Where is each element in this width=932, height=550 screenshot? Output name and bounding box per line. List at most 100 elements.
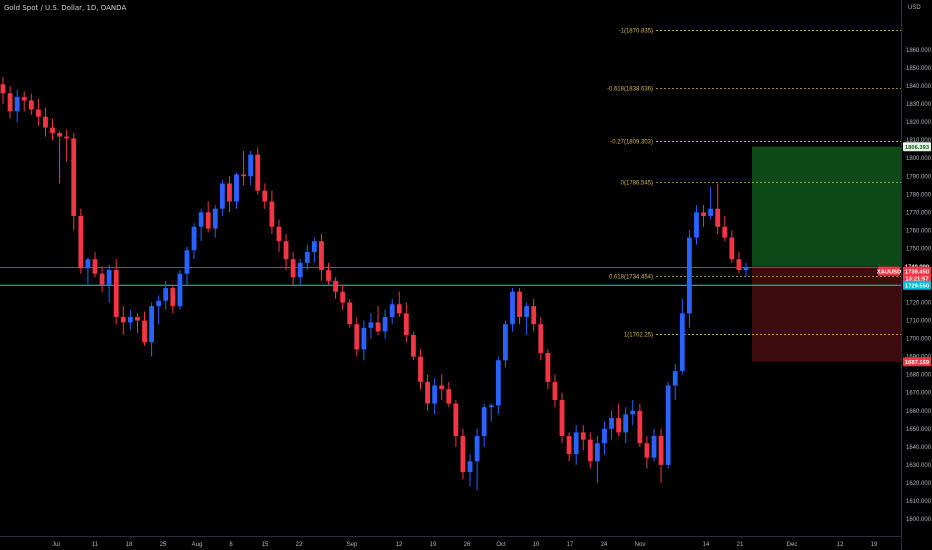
candle-body[interactable]	[64, 136, 70, 139]
candle-body[interactable]	[311, 241, 317, 253]
candle-body[interactable]	[616, 417, 622, 433]
position-profit-zone[interactable]	[752, 146, 901, 267]
candle-body[interactable]	[92, 259, 98, 274]
candle-body[interactable]	[580, 432, 586, 440]
candle-body[interactable]	[163, 288, 169, 301]
candle-body[interactable]	[156, 300, 162, 307]
candle-body[interactable]	[205, 212, 211, 229]
candle-body[interactable]	[21, 96, 27, 101]
candle-body[interactable]	[212, 208, 218, 229]
candle-body[interactable]	[460, 436, 466, 473]
candle-body[interactable]	[7, 93, 13, 112]
candle-body[interactable]	[255, 154, 261, 191]
candle-body[interactable]	[333, 280, 338, 292]
candle-body[interactable]	[531, 306, 537, 325]
candle-body[interactable]	[142, 320, 147, 343]
candle-body[interactable]	[679, 313, 685, 372]
candle-body[interactable]	[127, 316, 133, 323]
candle-body[interactable]	[446, 389, 452, 404]
chart-pane[interactable]: -1(1870.835) -0.618(1838.636) -0.27(1809.3…	[0, 28, 901, 491]
candle-body[interactable]	[297, 262, 303, 278]
candle-body[interactable]	[149, 306, 155, 343]
candle-body[interactable]	[637, 410, 643, 444]
candle-body[interactable]	[495, 360, 501, 406]
candle-body[interactable]	[57, 132, 63, 137]
candle-body[interactable]	[290, 259, 296, 278]
candle-body[interactable]	[524, 306, 530, 317]
candle-body[interactable]	[304, 252, 310, 263]
candle-body[interactable]	[552, 381, 558, 400]
candle-body[interactable]	[396, 304, 402, 314]
candle-body[interactable]	[184, 250, 190, 274]
candle-body[interactable]	[71, 138, 77, 216]
candle-body[interactable]	[135, 316, 140, 321]
candle-body[interactable]	[354, 324, 360, 350]
candle-body[interactable]	[326, 270, 331, 281]
candle-body[interactable]	[198, 212, 204, 227]
candle-body[interactable]	[177, 273, 183, 307]
candle-body[interactable]	[559, 399, 565, 437]
candle-body[interactable]	[467, 461, 473, 473]
candle-body[interactable]	[488, 405, 494, 408]
candle-body[interactable]	[602, 428, 607, 444]
candle-body[interactable]	[319, 241, 324, 271]
candle-body[interactable]	[510, 291, 515, 325]
candle-body[interactable]	[227, 183, 232, 202]
candle-body[interactable]	[411, 335, 416, 357]
candle-body[interactable]	[722, 226, 728, 238]
candle-body[interactable]	[665, 385, 671, 465]
candle-body[interactable]	[340, 291, 346, 303]
candle-body[interactable]	[78, 215, 84, 269]
candle-body[interactable]	[686, 237, 692, 314]
candle-body[interactable]	[276, 226, 282, 242]
candle-body[interactable]	[623, 414, 629, 433]
candle-body[interactable]	[694, 212, 699, 238]
candle-body[interactable]	[283, 241, 289, 260]
candle-body[interactable]	[120, 316, 126, 323]
candle-body[interactable]	[729, 237, 735, 260]
candle-body[interactable]	[474, 436, 480, 462]
candle-body[interactable]	[425, 381, 430, 404]
candle-body[interactable]	[241, 174, 246, 177]
candle-body[interactable]	[113, 270, 119, 317]
time-axis[interactable]: Jul 11 18 25 Aug 8 15 22 Sep 12 19 26 Oct 10 17 24 Nov 14…	[0, 536, 901, 549]
candle-body[interactable]	[538, 324, 544, 354]
candle-body[interactable]	[594, 443, 600, 462]
candle-body[interactable]	[35, 109, 41, 117]
candle-body[interactable]	[672, 371, 678, 386]
candle-body[interactable]	[375, 322, 381, 332]
candle-body[interactable]	[644, 443, 650, 458]
candle-body[interactable]	[403, 313, 409, 336]
candle-body[interactable]	[418, 356, 423, 382]
candle-body[interactable]	[170, 288, 176, 307]
candle-body[interactable]	[439, 385, 445, 390]
candle-body[interactable]	[0, 84, 6, 94]
candle-body[interactable]	[743, 267, 749, 271]
candle-body[interactable]	[389, 304, 395, 317]
candle-body[interactable]	[453, 403, 459, 437]
candle-body[interactable]	[432, 385, 438, 404]
candle-body[interactable]	[191, 226, 197, 251]
candle-body[interactable]	[85, 259, 91, 269]
candle-body[interactable]	[630, 410, 636, 415]
candle-body[interactable]	[587, 439, 593, 462]
candle-body[interactable]	[609, 417, 614, 429]
candle-body[interactable]	[701, 212, 706, 216]
candle-body[interactable]	[566, 436, 572, 455]
candle-body[interactable]	[517, 291, 522, 317]
candle-body[interactable]	[50, 127, 55, 133]
candle-body[interactable]	[262, 190, 268, 202]
position-loss-zone[interactable]	[752, 266, 901, 362]
candle-body[interactable]	[368, 322, 374, 328]
candle-body[interactable]	[106, 270, 112, 285]
candle-body[interactable]	[382, 316, 388, 332]
candle-body[interactable]	[347, 302, 353, 325]
candle-body[interactable]	[651, 436, 657, 458]
candle-body[interactable]	[248, 154, 254, 177]
candle-body[interactable]	[503, 324, 508, 361]
candle-body[interactable]	[715, 208, 721, 227]
candle-body[interactable]	[573, 432, 579, 455]
candle-body[interactable]	[99, 273, 105, 285]
candle-body[interactable]	[28, 100, 34, 110]
